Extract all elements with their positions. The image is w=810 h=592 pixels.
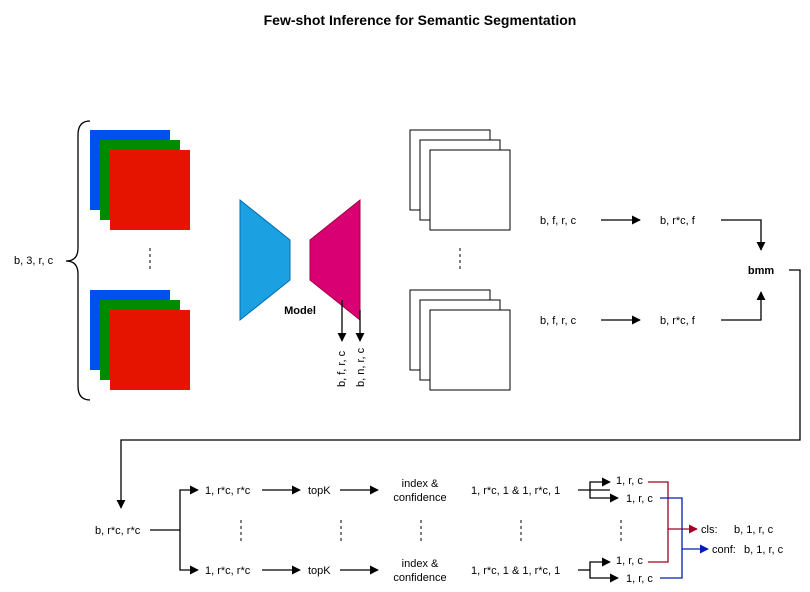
row1-arrow-a: [589, 477, 611, 490]
feature-stack-top: [409, 129, 511, 231]
input-brace: [65, 120, 91, 401]
row2-confidence-label: confidence: [393, 572, 446, 584]
bottom-feature-shape: b, f, r, c: [540, 315, 577, 327]
bottom-reshaped-shape: b, r*c, f: [660, 315, 696, 327]
model-label: Model: [284, 305, 316, 317]
conf-merge-arrow-top: [660, 497, 709, 554]
row1-index-label: index &: [402, 478, 439, 490]
bmm-output-arrow: [116, 269, 801, 509]
row2-index-shape: 1, r, c: [616, 555, 643, 567]
feature-stack-bottom: [409, 289, 511, 391]
row1-topk: topK: [308, 485, 331, 497]
row2-confidence-shape: 1, r, c: [626, 573, 653, 585]
cls-shape: b, 1, r, c: [734, 524, 774, 536]
row1-pair-shape: 1, r*c, 1 & 1, r*c, 1: [471, 485, 560, 497]
red-channel-image: [110, 310, 190, 390]
bottom-to-bmm-arrow: [721, 291, 766, 321]
conf-shape: b, 1, r, c: [744, 544, 784, 556]
logit-output-label: b, n, r, c: [355, 347, 367, 387]
encoder-shape: [239, 198, 291, 322]
feature-output-label: b, f, r, c: [336, 350, 348, 387]
split-arrow-bottom: [179, 530, 199, 575]
top-feature-shape: b, f, r, c: [540, 215, 577, 227]
input-image-stack-top: [90, 130, 190, 230]
top-reshaped-shape: b, r*c, f: [660, 215, 696, 227]
decoder-shape: [309, 198, 361, 322]
row2-pair-shape: 1, r*c, 1 & 1, r*c, 1: [471, 565, 560, 577]
cls-label: cls:: [701, 524, 718, 536]
row1-index-shape: 1, r, c: [616, 475, 643, 487]
row2-topk: topK: [308, 565, 331, 577]
split-arrow-top: [150, 485, 199, 531]
row2-input-shape: 1, r*c, r*c: [205, 565, 251, 577]
diagram-title: Few-shot Inference for Semantic Segmenta…: [264, 12, 577, 28]
row1-confidence-label: confidence: [393, 492, 446, 504]
input-image-stack-bottom: [90, 290, 190, 390]
row2-arrow-b: [589, 570, 619, 583]
top-to-bmm-arrow: [721, 219, 766, 251]
cls-merge-arrow-bottom: [648, 529, 669, 563]
similarity-shape: b, r*c, r*c: [95, 525, 141, 537]
row1-confidence-shape: 1, r, c: [626, 493, 653, 505]
row2-arrow-a: [589, 557, 611, 570]
red-channel-image: [110, 150, 190, 230]
row1-input-shape: 1, r*c, r*c: [205, 485, 251, 497]
row1-arrow-b: [589, 490, 619, 503]
conf-merge-arrow-bottom: [660, 549, 683, 579]
cls-merge-arrow-top: [648, 481, 698, 534]
row2-index-label: index &: [402, 558, 439, 570]
conf-label: conf:: [712, 544, 736, 556]
input-shape-label: b, 3, r, c: [14, 255, 54, 267]
bmm-label: bmm: [748, 265, 775, 277]
